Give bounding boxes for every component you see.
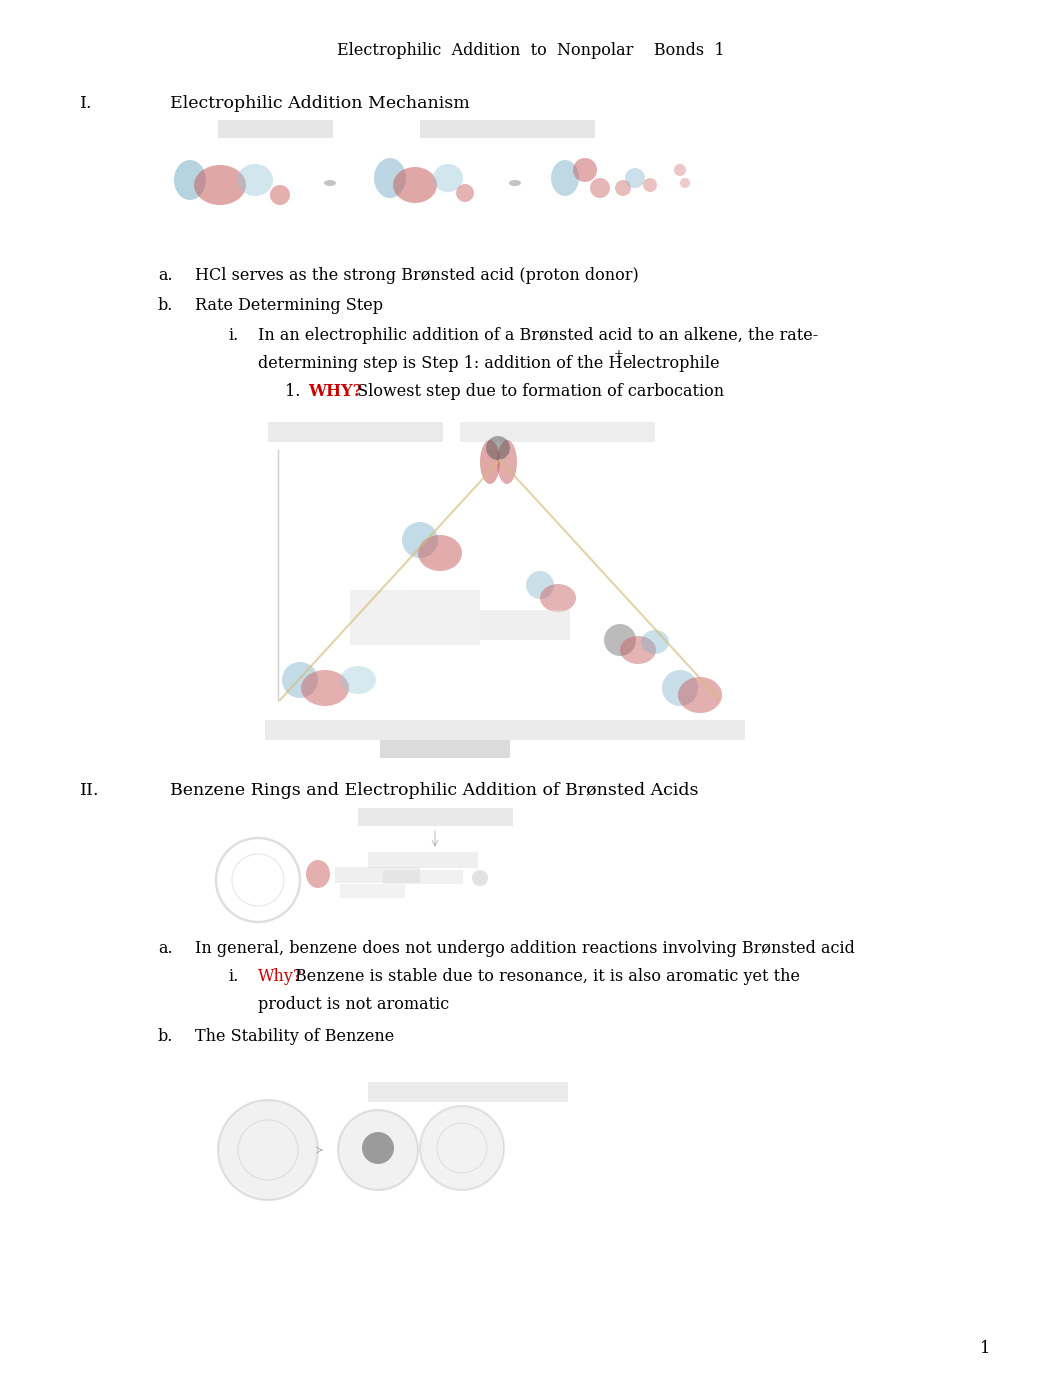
FancyBboxPatch shape [369,852,478,868]
Text: In general, benzene does not undergo addition reactions involving Brønsted acid: In general, benzene does not undergo add… [195,940,855,957]
Ellipse shape [374,158,406,198]
Ellipse shape [680,178,690,189]
FancyBboxPatch shape [335,868,419,883]
Ellipse shape [539,584,576,611]
Text: b.: b. [158,297,173,314]
Ellipse shape [306,861,330,888]
Text: b.: b. [158,1029,173,1045]
Text: HCl serves as the strong Brønsted acid (proton donor): HCl serves as the strong Brønsted acid (… [195,267,638,284]
Ellipse shape [433,164,463,191]
Circle shape [338,1110,418,1190]
Text: i.: i. [228,968,238,985]
Text: I.: I. [80,95,92,112]
Ellipse shape [174,160,206,200]
Text: Electrophilic Addition Mechanism: Electrophilic Addition Mechanism [170,95,469,112]
Text: product is not aromatic: product is not aromatic [258,996,449,1013]
Text: i.: i. [228,326,238,344]
Text: The Stability of Benzene: The Stability of Benzene [195,1029,394,1045]
Ellipse shape [615,180,631,196]
Text: a.: a. [158,267,173,284]
FancyBboxPatch shape [340,884,405,898]
FancyBboxPatch shape [460,421,655,442]
Text: electrophile: electrophile [622,355,720,372]
Ellipse shape [418,536,462,571]
Ellipse shape [551,160,579,196]
Text: 1: 1 [980,1340,990,1356]
Text: 1.: 1. [285,383,301,399]
FancyBboxPatch shape [419,120,595,138]
Ellipse shape [362,1132,394,1164]
Ellipse shape [480,441,500,483]
Text: Electrophilic  Addition  to  Nonpolar    Bonds  1: Electrophilic Addition to Nonpolar Bonds… [338,43,724,59]
Ellipse shape [620,636,656,664]
Ellipse shape [270,185,290,205]
Ellipse shape [237,164,273,196]
Text: Benzene is stable due to resonance, it is also aromatic yet the: Benzene is stable due to resonance, it i… [295,968,800,985]
Ellipse shape [662,671,698,706]
Ellipse shape [324,180,336,186]
Ellipse shape [604,624,636,655]
Text: Benzene Rings and Electrophilic Addition of Brønsted Acids: Benzene Rings and Electrophilic Addition… [170,782,699,799]
FancyBboxPatch shape [350,589,480,644]
Ellipse shape [626,168,645,189]
Ellipse shape [486,437,510,460]
Text: In an electrophilic addition of a Brønsted acid to an alkene, the rate-: In an electrophilic addition of a Brønst… [258,326,818,344]
Ellipse shape [573,158,597,182]
FancyBboxPatch shape [266,720,746,739]
Ellipse shape [472,870,489,885]
Circle shape [218,1100,318,1199]
Ellipse shape [301,671,349,706]
FancyBboxPatch shape [218,120,333,138]
Ellipse shape [674,164,686,176]
FancyBboxPatch shape [480,610,570,640]
Text: +: + [614,348,623,361]
FancyBboxPatch shape [383,870,463,884]
Ellipse shape [456,185,474,202]
FancyBboxPatch shape [369,1082,568,1102]
Ellipse shape [497,441,517,483]
Ellipse shape [509,180,521,186]
Ellipse shape [526,571,554,599]
Circle shape [419,1106,504,1190]
Text: II.: II. [80,782,100,799]
Text: a.: a. [158,940,173,957]
Text: WHY?: WHY? [308,383,362,399]
Text: determining step is Step 1: addition of the H: determining step is Step 1: addition of … [258,355,622,372]
Text: Slowest step due to formation of carbocation: Slowest step due to formation of carboca… [352,383,724,399]
Ellipse shape [340,666,376,694]
FancyBboxPatch shape [268,421,443,442]
Ellipse shape [643,178,657,191]
Ellipse shape [641,631,669,654]
Ellipse shape [678,677,722,713]
Ellipse shape [393,167,436,202]
Text: Why?: Why? [258,968,303,985]
Text: Rate Determining Step: Rate Determining Step [195,297,383,314]
FancyBboxPatch shape [380,739,510,757]
Ellipse shape [282,662,318,698]
Ellipse shape [402,522,438,558]
FancyBboxPatch shape [358,808,513,826]
Ellipse shape [590,178,610,198]
Ellipse shape [194,165,246,205]
